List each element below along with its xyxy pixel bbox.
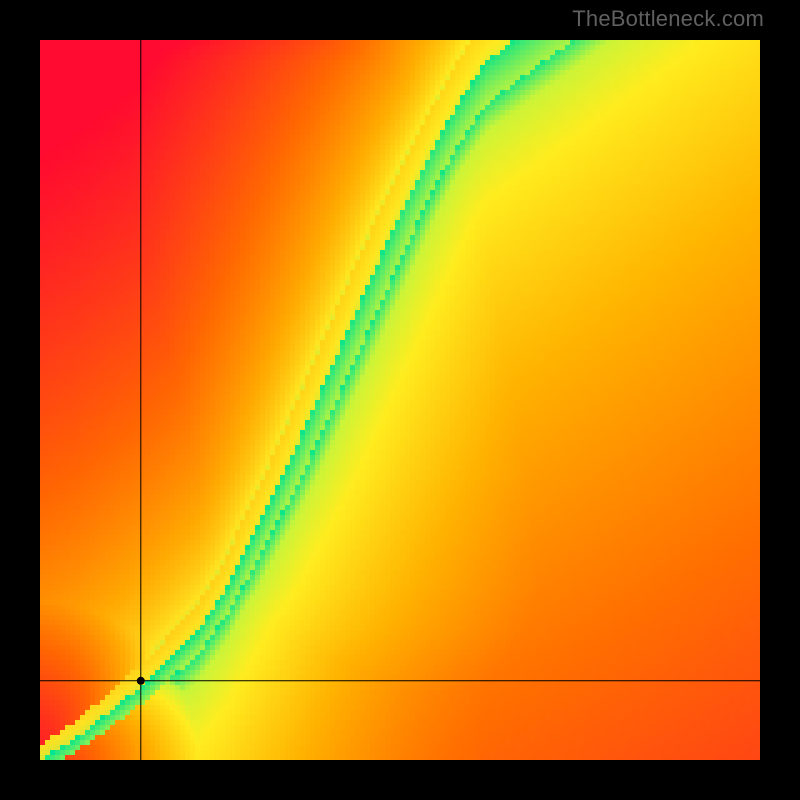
watermark-text: TheBottleneck.com (572, 6, 764, 32)
root: TheBottleneck.com (0, 0, 800, 800)
heatmap-plot (40, 40, 760, 760)
heatmap-canvas (40, 40, 760, 760)
